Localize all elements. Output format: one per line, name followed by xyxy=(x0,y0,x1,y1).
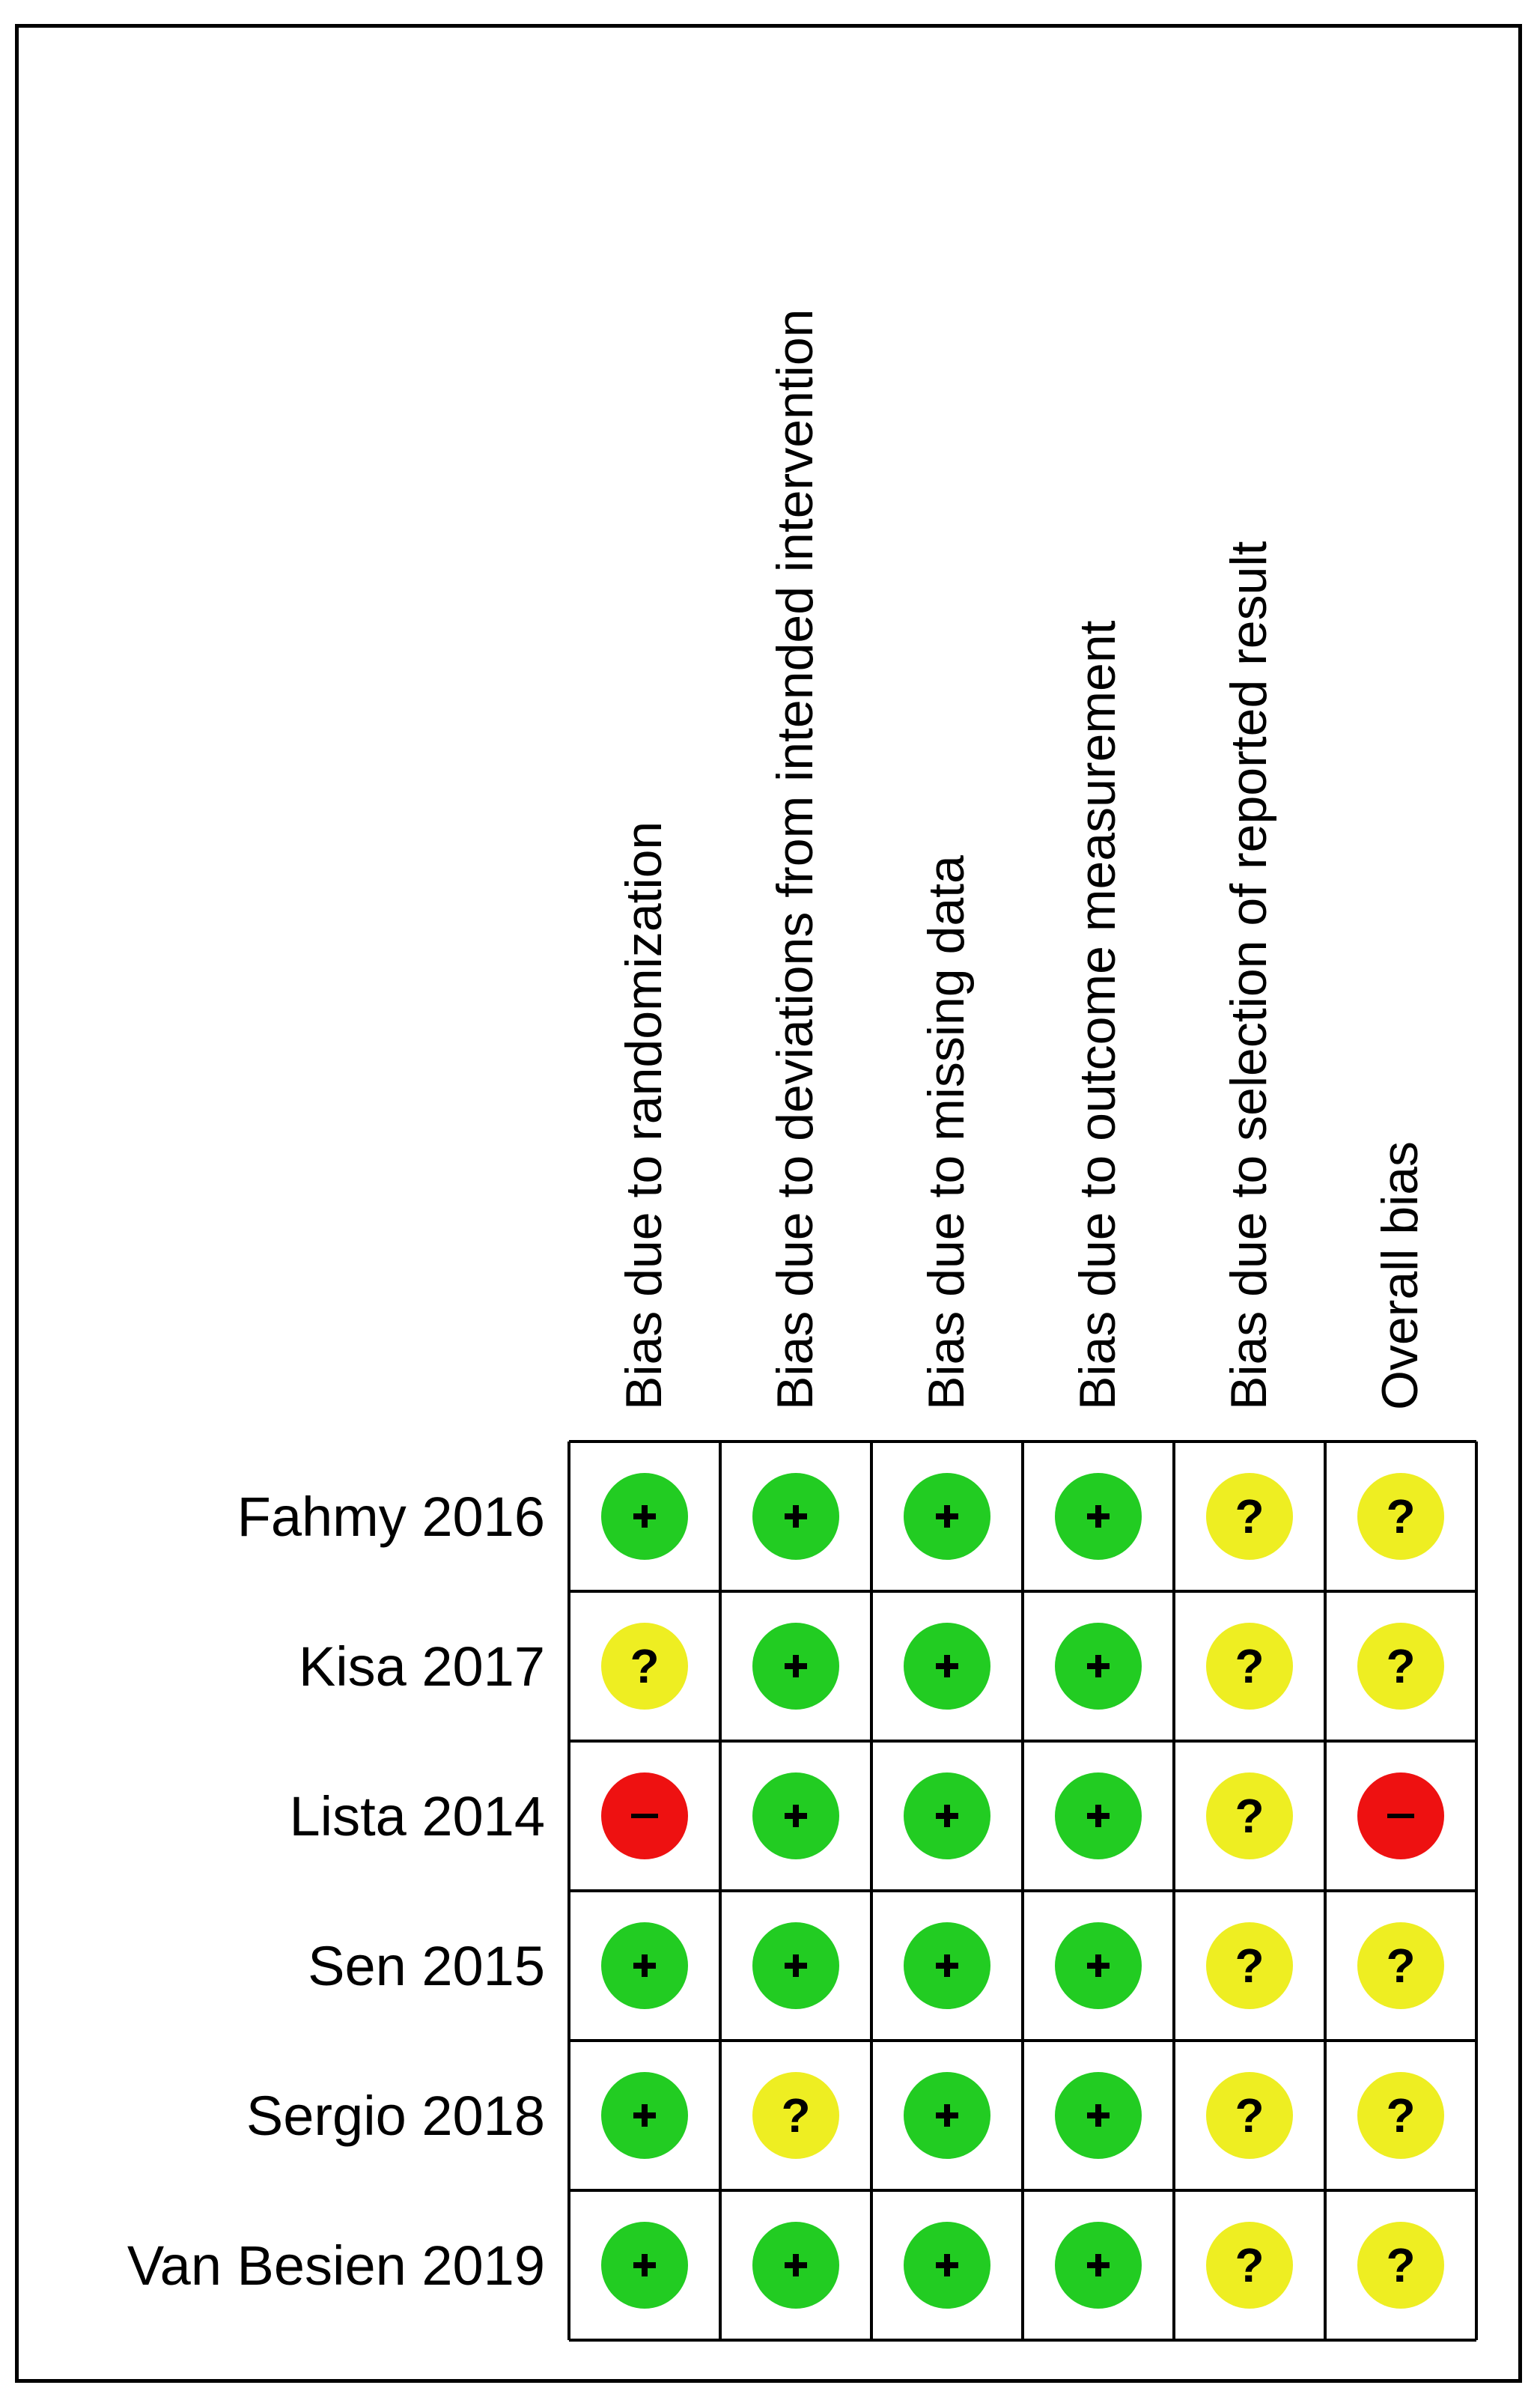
judgement-unclear-marker: ? xyxy=(601,1623,688,1710)
column-header: Bias due to outcome measurement xyxy=(1069,620,1126,1410)
judgement-low-marker xyxy=(904,2072,990,2159)
study-label: Sergio 2018 xyxy=(246,2085,545,2147)
judgement-low-marker xyxy=(1055,1473,1142,1560)
judgement-unclear-marker: ? xyxy=(1206,1922,1293,2009)
study-label: Fahmy 2016 xyxy=(237,1486,545,1548)
judgement-low-marker xyxy=(904,1922,990,2009)
plus-icon xyxy=(944,1954,950,1977)
judgement-circle xyxy=(752,2072,839,2159)
plus-icon xyxy=(642,1954,648,1977)
plus-icon xyxy=(1095,1505,1101,1528)
plus-icon xyxy=(944,2254,950,2276)
judgement-unclear-marker: ? xyxy=(1206,1772,1293,1859)
plus-icon xyxy=(944,1505,950,1528)
question-icon: ? xyxy=(1235,2238,1264,2292)
question-icon: ? xyxy=(630,1639,659,1693)
judgement-circle xyxy=(601,1623,688,1710)
judgement-high-marker xyxy=(601,1772,688,1859)
judgement-unclear-marker: ? xyxy=(1357,1623,1444,1710)
study-label: Sen 2015 xyxy=(308,1935,545,1997)
judgement-low-marker xyxy=(904,2222,990,2309)
study-label: Van Besien 2019 xyxy=(127,2235,545,2297)
plus-icon xyxy=(944,1805,950,1827)
column-header: Bias due to randomization xyxy=(615,821,672,1410)
question-icon: ? xyxy=(1235,2088,1264,2142)
judgement-unclear-marker: ? xyxy=(1206,1473,1293,1560)
question-icon: ? xyxy=(1386,1489,1415,1543)
judgement-low-marker xyxy=(904,1772,990,1859)
judgement-circle xyxy=(1357,2222,1444,2309)
minus-icon xyxy=(1387,1814,1414,1818)
judgement-high-marker xyxy=(1357,1772,1444,1859)
judgement-unclear-marker: ? xyxy=(1357,1473,1444,1560)
plus-icon xyxy=(793,1655,799,1677)
plus-icon xyxy=(642,1505,648,1528)
judgement-unclear-marker: ? xyxy=(1357,1922,1444,2009)
judgement-low-marker xyxy=(752,1473,839,1560)
plus-icon xyxy=(793,1805,799,1827)
plus-icon xyxy=(944,1655,950,1677)
column-header: Bias due to selection of reported result xyxy=(1220,541,1277,1410)
column-header: Overall bias xyxy=(1372,1141,1428,1410)
minus-icon xyxy=(631,1814,658,1818)
judgement-unclear-marker: ? xyxy=(1357,2222,1444,2309)
question-icon: ? xyxy=(1235,1639,1264,1693)
judgement-unclear-marker: ? xyxy=(752,2072,839,2159)
judgement-low-marker xyxy=(1055,2222,1142,2309)
plus-icon xyxy=(793,2254,799,2276)
judgement-unclear-marker: ? xyxy=(1206,2222,1293,2309)
judgement-low-marker xyxy=(1055,1772,1142,1859)
plus-icon xyxy=(793,1954,799,1977)
plus-icon xyxy=(793,1505,799,1528)
plus-icon xyxy=(1095,2254,1101,2276)
plus-icon xyxy=(1095,1655,1101,1677)
question-icon: ? xyxy=(1386,2088,1415,2142)
column-header: Bias due to deviations from intended int… xyxy=(767,309,824,1410)
judgement-circle xyxy=(1357,2072,1444,2159)
plus-icon xyxy=(1095,1805,1101,1827)
judgement-low-marker xyxy=(601,2222,688,2309)
judgement-unclear-marker: ? xyxy=(1357,2072,1444,2159)
judgement-circle xyxy=(1206,1772,1293,1859)
judgement-low-marker xyxy=(601,2072,688,2159)
judgement-low-marker xyxy=(1055,2072,1142,2159)
judgement-low-marker xyxy=(752,1772,839,1859)
question-icon: ? xyxy=(1386,1639,1415,1693)
judgement-circle xyxy=(1206,2072,1293,2159)
judgement-circle xyxy=(1357,1473,1444,1560)
question-icon: ? xyxy=(1386,2238,1415,2292)
plus-icon xyxy=(642,2104,648,2127)
judgement-circle xyxy=(1357,1623,1444,1710)
judgement-low-marker xyxy=(601,1922,688,2009)
judgement-low-marker xyxy=(1055,1623,1142,1710)
judgement-low-marker xyxy=(904,1473,990,1560)
plus-icon xyxy=(1095,1954,1101,1977)
plus-icon xyxy=(642,2254,648,2276)
judgement-circle xyxy=(1357,1922,1444,2009)
study-label: Lista 2014 xyxy=(290,1785,546,1847)
judgement-low-marker xyxy=(601,1473,688,1560)
judgement-low-marker xyxy=(1055,1922,1142,2009)
judgement-low-marker xyxy=(752,1623,839,1710)
question-icon: ? xyxy=(781,2088,810,2142)
study-label: Kisa 2017 xyxy=(299,1635,545,1698)
question-icon: ? xyxy=(1386,1939,1415,1993)
judgement-circle xyxy=(1206,2222,1293,2309)
judgement-unclear-marker: ? xyxy=(1206,1623,1293,1710)
judgement-circle xyxy=(1206,1922,1293,2009)
question-icon: ? xyxy=(1235,1939,1264,1993)
question-icon: ? xyxy=(1235,1789,1264,1843)
plus-icon xyxy=(1095,2104,1101,2127)
judgement-circle xyxy=(1206,1623,1293,1710)
judgement-unclear-marker: ? xyxy=(1206,2072,1293,2159)
plus-icon xyxy=(944,2104,950,2127)
judgement-low-marker xyxy=(752,1922,839,2009)
judgement-circle xyxy=(1206,1473,1293,1560)
judgement-low-marker xyxy=(904,1623,990,1710)
judgement-low-marker xyxy=(752,2222,839,2309)
question-icon: ? xyxy=(1235,1489,1264,1543)
column-header: Bias due to missing data xyxy=(918,855,975,1410)
